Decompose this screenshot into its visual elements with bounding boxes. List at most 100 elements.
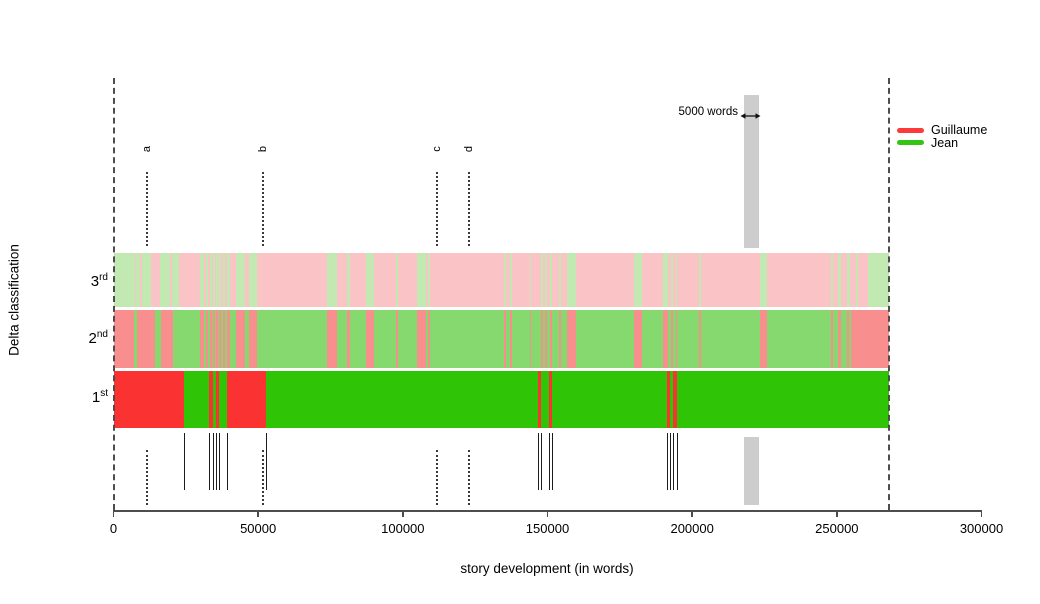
bar-segment-guillaume	[349, 253, 366, 307]
bar-segment-jean	[642, 310, 664, 368]
bar-segment-jean	[141, 253, 152, 307]
bar-segment-jean	[212, 371, 217, 428]
bar-segment-guillaume	[576, 253, 635, 307]
legend-label-guillaume: Guillaume	[931, 123, 988, 137]
rug-line	[265, 433, 267, 490]
marker-dotted-line	[468, 450, 471, 505]
window-width-bar	[744, 95, 759, 248]
bar-segment-guillaume	[425, 253, 429, 307]
bar-segment-guillaume	[373, 253, 396, 307]
bar-segment-jean	[677, 371, 889, 428]
bar-segment-jean	[213, 253, 215, 307]
bar-segment-guillaume	[667, 371, 671, 428]
bar-segment-jean	[560, 310, 568, 368]
bar-segment-guillaume	[137, 310, 155, 368]
bar-segment-jean	[855, 253, 859, 307]
bar-segment-jean	[205, 253, 208, 307]
row-label-1st: 1st	[91, 388, 108, 406]
bar-segment-guillaume	[428, 310, 431, 368]
rug-line	[552, 433, 554, 490]
bar-segment-jean	[759, 253, 768, 307]
bar-segment-guillaume	[851, 310, 889, 368]
marker-dotted-line	[435, 450, 438, 505]
bar-segment-guillaume	[140, 253, 142, 307]
bar-segment-guillaume	[547, 253, 550, 307]
bar-segment-guillaume	[214, 253, 217, 307]
legend-swatch-guillaume	[897, 127, 924, 133]
marker-dotted-line	[261, 450, 264, 505]
bar-segment-guillaume	[211, 253, 214, 307]
bar-segment-guillaume	[529, 310, 532, 368]
bar-segment-jean	[211, 310, 214, 368]
bar-segment-jean	[547, 310, 550, 368]
bar-segment-guillaume	[858, 253, 869, 307]
bar-segment-jean	[511, 310, 530, 368]
x-tick-label: 50000	[240, 521, 277, 536]
classification-bar-1st	[113, 371, 889, 428]
bar-segment-guillaume	[537, 371, 541, 428]
bar-segment-guillaume	[222, 310, 225, 368]
rug-line	[673, 433, 675, 490]
x-tick-label: 0	[109, 521, 118, 536]
bar-segment-guillaume	[551, 253, 559, 307]
bar-segment-jean	[219, 253, 222, 307]
classification-bar-2nd	[113, 310, 889, 368]
bar-segment-jean	[133, 310, 138, 368]
bar-segment-jean	[675, 253, 678, 307]
legend-label-jean: Jean	[931, 135, 959, 150]
bar-segment-guillaume	[567, 310, 577, 368]
bar-segment-jean	[183, 371, 209, 428]
bar-segment-guillaume	[504, 310, 506, 368]
bar-segment-guillaume	[221, 253, 223, 307]
bar-segment-guillaume	[699, 310, 701, 368]
double-arrow-icon	[740, 108, 761, 126]
bar-segment-jean	[542, 310, 546, 368]
text-boundary-dashed-line	[887, 78, 890, 510]
bar-segment-jean	[154, 310, 162, 368]
bar-segment-guillaume	[248, 310, 258, 368]
bar-segment-jean	[838, 253, 842, 307]
bar-segment-jean	[634, 253, 643, 307]
bar-segment-guillaume	[257, 253, 328, 307]
marker-dotted-line	[468, 172, 471, 246]
bar-segment-guillaume	[510, 310, 512, 368]
bar-segment-guillaume	[841, 253, 848, 307]
bar-segment-jean	[849, 310, 852, 368]
bar-segment-jean	[417, 253, 426, 307]
bar-segment-jean	[767, 310, 832, 368]
bar-segment-guillaume	[216, 371, 220, 428]
x-tick-mark	[691, 510, 693, 517]
bar-segment-guillaume	[208, 371, 213, 428]
bar-segment-jean	[373, 310, 396, 368]
bar-segment-guillaume	[673, 253, 676, 307]
bar-segment-jean	[173, 310, 200, 368]
bar-segment-guillaume	[542, 253, 546, 307]
bar-segment-jean	[327, 253, 338, 307]
rug-line	[216, 433, 218, 490]
bar-segment-jean	[428, 253, 431, 307]
bar-segment-guillaume	[395, 310, 398, 368]
bar-segment-guillaume	[540, 310, 543, 368]
x-tick-label: 150000	[525, 521, 570, 536]
bar-segment-jean	[425, 310, 429, 368]
bar-segment-guillaume	[205, 310, 208, 368]
bar-segment-jean	[540, 371, 549, 428]
x-tick-mark	[836, 510, 838, 517]
bar-segment-jean	[214, 310, 217, 368]
bar-segment-guillaume	[113, 371, 184, 428]
rug-line	[208, 433, 210, 490]
row-label-2nd: 2nd	[88, 329, 108, 347]
x-tick-mark	[980, 510, 983, 517]
bar-segment-jean	[365, 253, 374, 307]
row-label-3rd: 3rd	[90, 272, 108, 290]
bar-segment-guillaume	[245, 253, 249, 307]
bar-segment-jean	[847, 253, 850, 307]
bar-segment-jean	[337, 310, 348, 368]
bar-segment-guillaume	[673, 371, 678, 428]
bar-segment-guillaume	[226, 371, 266, 428]
bar-segment-guillaume	[216, 310, 219, 368]
rug-line	[677, 433, 679, 490]
rug-line	[183, 433, 185, 490]
bar-segment-guillaume	[663, 310, 668, 368]
rug-line	[537, 433, 539, 490]
